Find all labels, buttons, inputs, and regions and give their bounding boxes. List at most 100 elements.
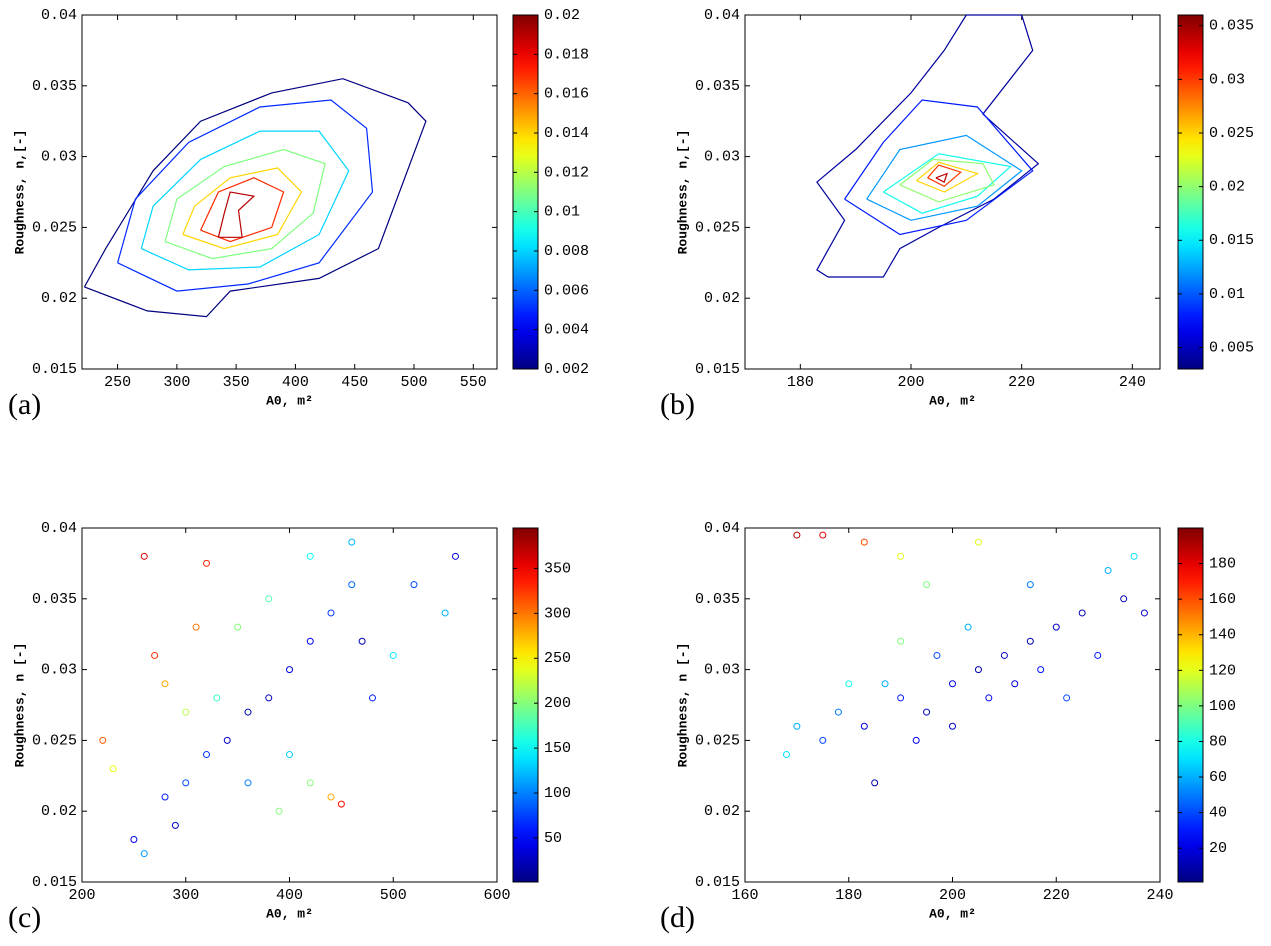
scatter-point: [793, 531, 801, 539]
scatter-point: [306, 552, 314, 560]
scatter-point: [1094, 651, 1102, 659]
contour-line: [816, 14, 1040, 278]
scatter-point: [161, 793, 169, 801]
colorbar-tick-label: 0.02: [1209, 179, 1245, 196]
panel-label: (d): [660, 901, 695, 934]
x-tick-label: 250: [104, 374, 131, 391]
scatter-point: [234, 623, 242, 631]
y-tick-label: 0.035: [695, 78, 740, 95]
y-tick-label: 0.035: [32, 591, 77, 608]
plot-area: [744, 527, 1161, 883]
y-tick-label: 0.025: [32, 219, 77, 236]
scatter-point: [151, 651, 159, 659]
y-tick-label: 0.04: [704, 520, 740, 537]
colorbar-tick-label: 0.02: [544, 7, 580, 24]
y-tick-label: 0.035: [32, 78, 77, 95]
scatter-point: [949, 680, 956, 688]
scatter-point: [327, 793, 335, 801]
scatter-point: [819, 531, 827, 539]
scatter-point: [834, 708, 842, 716]
y-tick-label: 0.015: [32, 361, 77, 378]
scatter-point: [1026, 637, 1034, 645]
x-axis-label: A0, m²: [929, 393, 976, 408]
scatter-point: [964, 623, 972, 631]
scatter-point: [140, 552, 148, 560]
scatter-point: [265, 595, 273, 603]
colorbar-tick-label: 0.014: [544, 125, 589, 142]
scatter-point: [109, 765, 117, 773]
colorbar-tick-label: 0.005: [1209, 340, 1254, 357]
scatter-point: [1052, 623, 1060, 631]
panel-label: (a): [8, 388, 41, 421]
colorbar-tick-label: 100: [544, 785, 571, 802]
scatter-point: [452, 552, 459, 560]
colorbar-tick-label: 80: [1209, 733, 1227, 750]
colorbar-tick-label: 0.002: [544, 361, 589, 378]
scatter-point: [974, 666, 982, 674]
y-tick-label: 0.015: [32, 874, 77, 891]
x-tick-label: 550: [460, 374, 487, 391]
scatter-point: [1000, 651, 1008, 659]
colorbar-tick-label: 0.012: [544, 164, 589, 181]
y-tick-label: 0.02: [41, 803, 77, 820]
scatter-point: [985, 694, 993, 702]
panel-label: (b): [660, 388, 695, 421]
scatter-point: [1063, 694, 1071, 702]
contour-line: [882, 153, 1012, 214]
colorbar-tick-label: 0.035: [1209, 18, 1254, 35]
x-axis-label: A0, m²: [266, 906, 313, 921]
scatter-point: [897, 694, 905, 702]
scatter-point: [213, 694, 221, 702]
scatter-point: [974, 538, 982, 546]
x-tick-label: 500: [400, 374, 427, 391]
colorbar-tick-label: 160: [1209, 591, 1236, 608]
plot-area: [744, 14, 1161, 370]
x-tick-label: 200: [939, 887, 966, 904]
scatter-point: [923, 581, 931, 589]
contour-line: [899, 158, 995, 203]
scatter-point: [358, 637, 366, 645]
y-tick-label: 0.04: [41, 520, 77, 537]
scatter-point: [410, 581, 418, 589]
colorbar-tick-label: 180: [1209, 556, 1236, 573]
scatter-point: [182, 779, 190, 787]
scatter-point: [286, 751, 293, 759]
y-axis-label: Roughness, n,[-]: [675, 130, 690, 255]
colorbar-tick-label: 120: [1209, 662, 1236, 679]
y-tick-label: 0.03: [704, 662, 740, 679]
x-tick-label: 240: [1119, 374, 1146, 391]
x-tick-label: 350: [223, 374, 250, 391]
x-tick-label: 400: [276, 887, 303, 904]
colorbar-tick-label: 150: [544, 740, 571, 757]
colorbar-tick-label: 0.03: [1209, 71, 1245, 88]
contour-line: [916, 161, 979, 193]
x-tick-label: 180: [835, 887, 862, 904]
plot-area: [81, 14, 498, 370]
scatter-point: [881, 680, 889, 688]
x-tick-label: 180: [787, 374, 814, 391]
y-tick-label: 0.015: [695, 361, 740, 378]
x-axis-label: A0, m²: [266, 393, 313, 408]
colorbar-tick-label: 140: [1209, 627, 1236, 644]
y-axis-label: Roughness, n [-]: [675, 643, 690, 768]
scatter-point: [871, 779, 879, 787]
scatter-point: [140, 850, 148, 858]
y-tick-label: 0.04: [704, 7, 740, 24]
x-tick-label: 200: [897, 374, 924, 391]
scatter-point: [223, 736, 231, 744]
colorbar-tick-label: 0.01: [544, 204, 580, 221]
y-tick-label: 0.03: [41, 662, 77, 679]
colorbar: [512, 14, 539, 370]
scatter-point: [182, 708, 190, 716]
contour-line: [140, 130, 350, 271]
colorbar-tick-label: 300: [544, 605, 571, 622]
colorbar: [1177, 527, 1204, 883]
scatter-point: [1026, 581, 1034, 589]
scatter-point: [275, 807, 283, 815]
y-tick-label: 0.015: [695, 874, 740, 891]
scatter-point: [130, 836, 138, 844]
y-tick-label: 0.04: [41, 7, 77, 24]
scatter-point: [1011, 680, 1019, 688]
contour-line: [182, 167, 303, 250]
scatter-point: [845, 680, 853, 688]
